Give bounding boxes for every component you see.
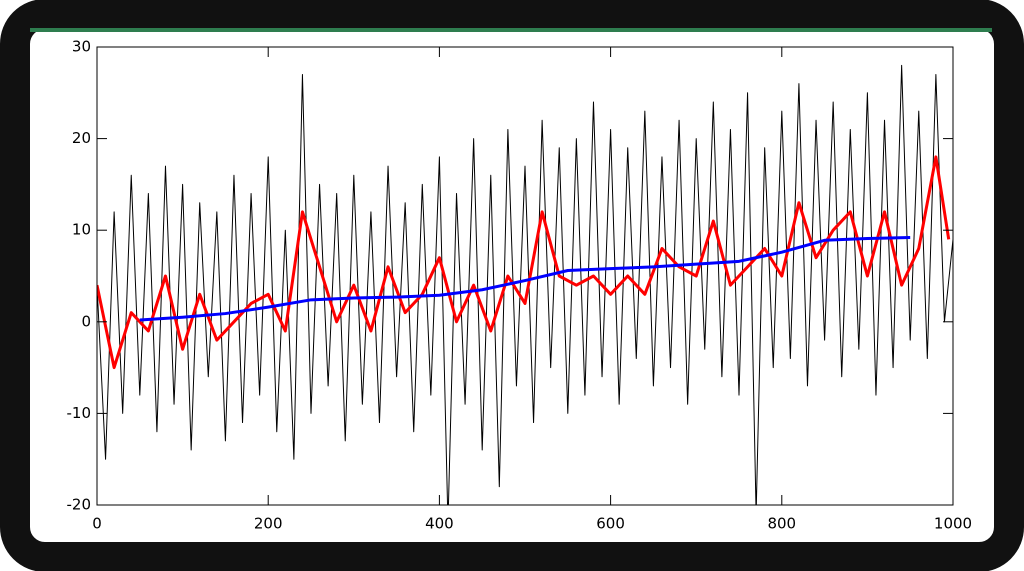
x-tick-label: 400 xyxy=(425,515,454,533)
series-group xyxy=(97,64,953,505)
y-tick-label: 20 xyxy=(72,129,91,147)
y-tick-label: 30 xyxy=(72,38,91,56)
y-tick-label: 10 xyxy=(72,221,91,239)
y-tick-label: -10 xyxy=(67,404,92,422)
series-line xyxy=(97,155,951,370)
series-line xyxy=(97,64,953,505)
plot-frame xyxy=(96,46,954,506)
x-tick-label: 200 xyxy=(254,515,283,533)
top-stripe xyxy=(30,28,992,32)
x-tick-label: 1000 xyxy=(934,515,972,533)
x-tick-label: 0 xyxy=(92,515,102,533)
plot: -20 -10 0 10 20 30 0 200 400 600 800 1000 xyxy=(67,38,973,533)
x-tick-label: 600 xyxy=(596,515,625,533)
y-tick-label: -20 xyxy=(67,496,92,514)
y-tick-label: 0 xyxy=(81,312,91,330)
series-line xyxy=(139,236,911,322)
x-tick-label: 800 xyxy=(767,515,796,533)
